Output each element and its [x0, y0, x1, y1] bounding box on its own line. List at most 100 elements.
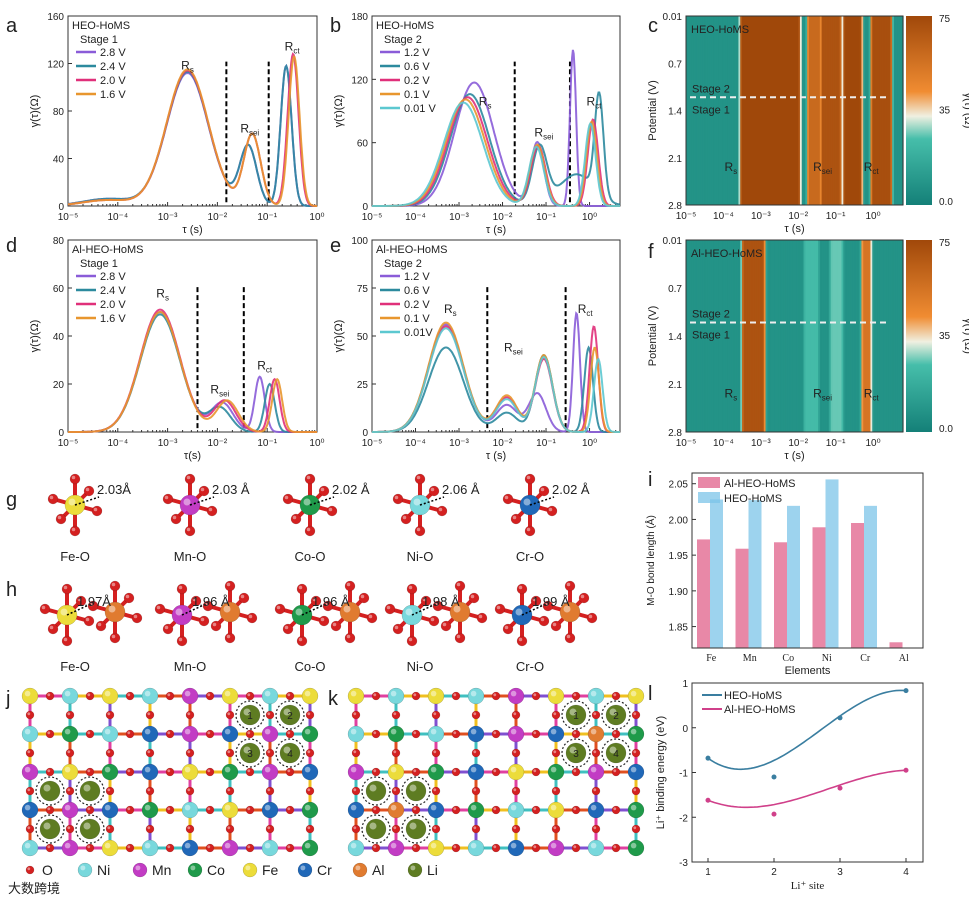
legend-label: 1.6 V — [100, 313, 126, 325]
atom-highlight — [284, 625, 289, 630]
atom-O — [238, 592, 250, 604]
heatmap-cell — [758, 16, 761, 205]
atom-Mn — [587, 763, 605, 781]
atom-O — [502, 623, 514, 635]
legend-label: 1.6 V — [100, 89, 126, 101]
atom-highlight — [227, 750, 231, 754]
atom-Al — [559, 601, 581, 623]
atom-highlight — [71, 475, 76, 480]
heatmap-cell — [832, 240, 835, 432]
atom-O — [371, 843, 381, 853]
atom-highlight — [186, 475, 191, 480]
y-tick-label: 50 — [357, 332, 369, 343]
heatmap-cell — [872, 240, 875, 432]
atom-highlight — [57, 515, 62, 520]
bond-type-label: Co-O — [294, 549, 325, 564]
atom-Ni — [61, 687, 79, 705]
x-tick-label: 10⁰ — [582, 212, 597, 223]
atom-O — [411, 729, 421, 739]
heatmap-cell — [884, 16, 888, 205]
atom-O — [391, 748, 401, 758]
atom-O — [431, 748, 441, 758]
y-axis-label: Potential (V) — [647, 306, 659, 367]
heatmap-cell — [868, 16, 872, 205]
atom-O — [282, 493, 294, 505]
legend-label: 0.6 V — [404, 61, 430, 73]
atom-highlight — [190, 865, 196, 871]
atom-O — [476, 612, 488, 624]
atom-highlight — [593, 712, 597, 716]
atom-highlight — [526, 527, 531, 532]
atom-Fe — [21, 687, 39, 705]
heatmap-cell — [711, 16, 714, 205]
atom-highlight — [563, 605, 571, 613]
atom-O — [358, 592, 370, 604]
atom-O — [131, 612, 143, 624]
atom-O — [198, 485, 210, 497]
peak-label-r_sei: Rsei — [210, 383, 229, 399]
x-tick-label: 10⁻³ — [449, 438, 469, 449]
structure-h-Cr: 1.99 Å Cr-O — [494, 580, 598, 674]
legend-label: Al-HEO-HoMS — [724, 478, 796, 490]
atom-highlight — [47, 769, 51, 773]
legend-label: 0.01 V — [404, 103, 436, 115]
atom-O — [205, 843, 215, 853]
atom-highlight — [630, 766, 637, 773]
heatmap-cell — [789, 16, 792, 205]
y-tick-label: 2.1 — [668, 380, 682, 391]
heatmap-cell — [709, 16, 712, 205]
x-tick-label: 10⁻² — [208, 212, 228, 223]
atom-Mn — [347, 763, 365, 781]
heatmap-cell — [733, 240, 736, 432]
heatmap-cell — [836, 16, 839, 205]
atom-Li — [407, 862, 423, 878]
heatmap-cell — [720, 240, 723, 432]
atom-highlight — [27, 867, 31, 871]
atom-O — [551, 824, 561, 834]
peak-label-r_sei: Rsei — [813, 386, 832, 402]
atom-highlight — [553, 712, 557, 716]
colorbar-label: γ(τ) (Ω) — [962, 318, 969, 354]
atom-highlight — [60, 608, 68, 616]
atom-Cr — [347, 801, 365, 819]
heatmap-cell — [866, 16, 870, 205]
heatmap-cell — [740, 16, 743, 205]
legend-label: 2.8 V — [100, 271, 126, 283]
atom-highlight — [442, 622, 447, 627]
atom-O — [578, 592, 590, 604]
atom-O — [65, 786, 75, 796]
y-tick-label: -3 — [679, 858, 688, 869]
atom-highlight — [187, 750, 191, 754]
atom-Fe — [181, 763, 199, 781]
atom-O — [436, 505, 448, 517]
atom-highlight — [510, 804, 517, 811]
atom-highlight — [430, 690, 437, 697]
atom-O — [411, 767, 421, 777]
atom-highlight — [245, 865, 251, 871]
heatmap-cell — [754, 16, 758, 205]
heatmap-cell — [892, 240, 895, 432]
atom-O — [428, 615, 440, 627]
atom-highlight — [453, 693, 457, 697]
atom-highlight — [430, 728, 437, 735]
y-tick-label: 120 — [351, 75, 368, 86]
atom-highlight — [513, 826, 517, 830]
heatmap-cell — [747, 240, 750, 432]
atom-Co — [547, 763, 565, 781]
atom-highlight — [87, 731, 91, 735]
atom-highlight — [187, 826, 191, 830]
heatmap-cell — [883, 16, 886, 205]
heatmap-cell — [738, 16, 741, 205]
atom-O — [185, 748, 195, 758]
bond-type-label: Mn-O — [174, 549, 207, 564]
atom-highlight — [413, 498, 421, 506]
heatmap-cell — [830, 240, 834, 432]
data-point-Al-HEO-HoMS — [771, 811, 777, 817]
heatmap-cell — [772, 16, 776, 205]
panel-letter-g: g — [6, 489, 17, 511]
atom-highlight — [473, 788, 477, 792]
atom-highlight — [590, 842, 597, 849]
atom-highlight — [184, 842, 191, 849]
li-site-ring — [361, 814, 391, 844]
